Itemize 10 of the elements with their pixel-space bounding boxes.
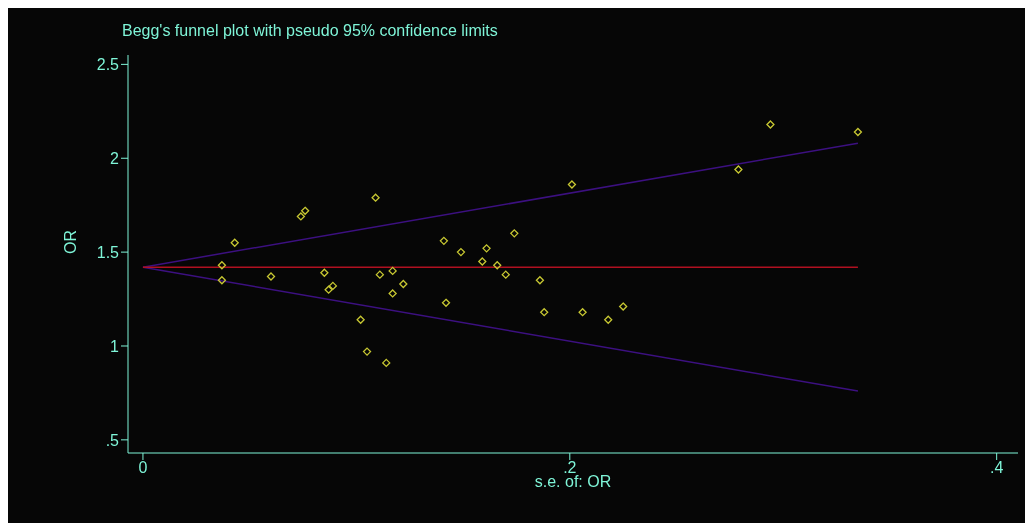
x-axis-title: s.e. of: OR [534, 473, 612, 490]
y-tick-label: 2 [110, 149, 120, 167]
x-tick-label: .4 [989, 459, 1004, 477]
y-tick-label: 2.5 [96, 56, 120, 74]
chart-title: Begg's funnel plot with pseudo 95% confidence limits [122, 22, 498, 40]
y-tick-label: 1.5 [96, 243, 120, 261]
x-tick-label: 0 [138, 459, 148, 477]
y-axis-title: OR [61, 230, 79, 254]
y-tick-label: .5 [105, 431, 120, 449]
y-tick-label: 1 [110, 337, 120, 355]
